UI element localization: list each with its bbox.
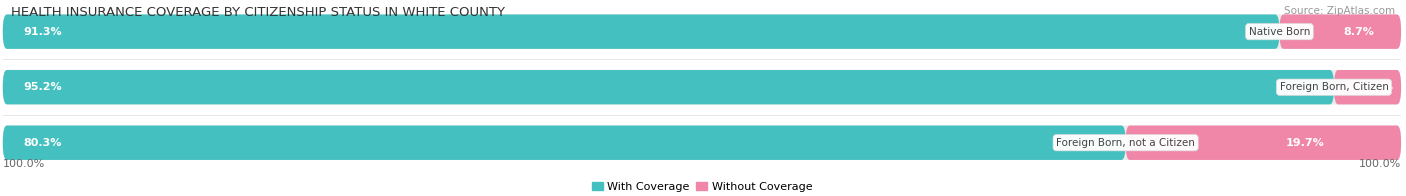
- FancyBboxPatch shape: [3, 125, 1126, 160]
- Text: 8.7%: 8.7%: [1343, 27, 1374, 37]
- FancyBboxPatch shape: [1126, 125, 1402, 160]
- Text: 95.2%: 95.2%: [24, 82, 62, 92]
- Text: Foreign Born, not a Citizen: Foreign Born, not a Citizen: [1056, 138, 1195, 148]
- FancyBboxPatch shape: [3, 70, 1402, 104]
- Legend: With Coverage, Without Coverage: With Coverage, Without Coverage: [588, 177, 817, 196]
- FancyBboxPatch shape: [3, 125, 1402, 160]
- Text: Source: ZipAtlas.com: Source: ZipAtlas.com: [1284, 6, 1395, 16]
- Text: 100.0%: 100.0%: [3, 159, 45, 169]
- FancyBboxPatch shape: [3, 15, 1279, 49]
- Text: Native Born: Native Born: [1249, 27, 1310, 37]
- Text: 4.8%: 4.8%: [1362, 82, 1393, 92]
- FancyBboxPatch shape: [3, 15, 1402, 49]
- Text: HEALTH INSURANCE COVERAGE BY CITIZENSHIP STATUS IN WHITE COUNTY: HEALTH INSURANCE COVERAGE BY CITIZENSHIP…: [11, 6, 505, 19]
- Text: 100.0%: 100.0%: [1358, 159, 1402, 169]
- FancyBboxPatch shape: [1279, 15, 1402, 49]
- FancyBboxPatch shape: [1334, 70, 1402, 104]
- Text: 19.7%: 19.7%: [1285, 138, 1324, 148]
- Text: Foreign Born, Citizen: Foreign Born, Citizen: [1279, 82, 1388, 92]
- Text: 80.3%: 80.3%: [24, 138, 62, 148]
- Text: 91.3%: 91.3%: [24, 27, 62, 37]
- FancyBboxPatch shape: [3, 70, 1334, 104]
